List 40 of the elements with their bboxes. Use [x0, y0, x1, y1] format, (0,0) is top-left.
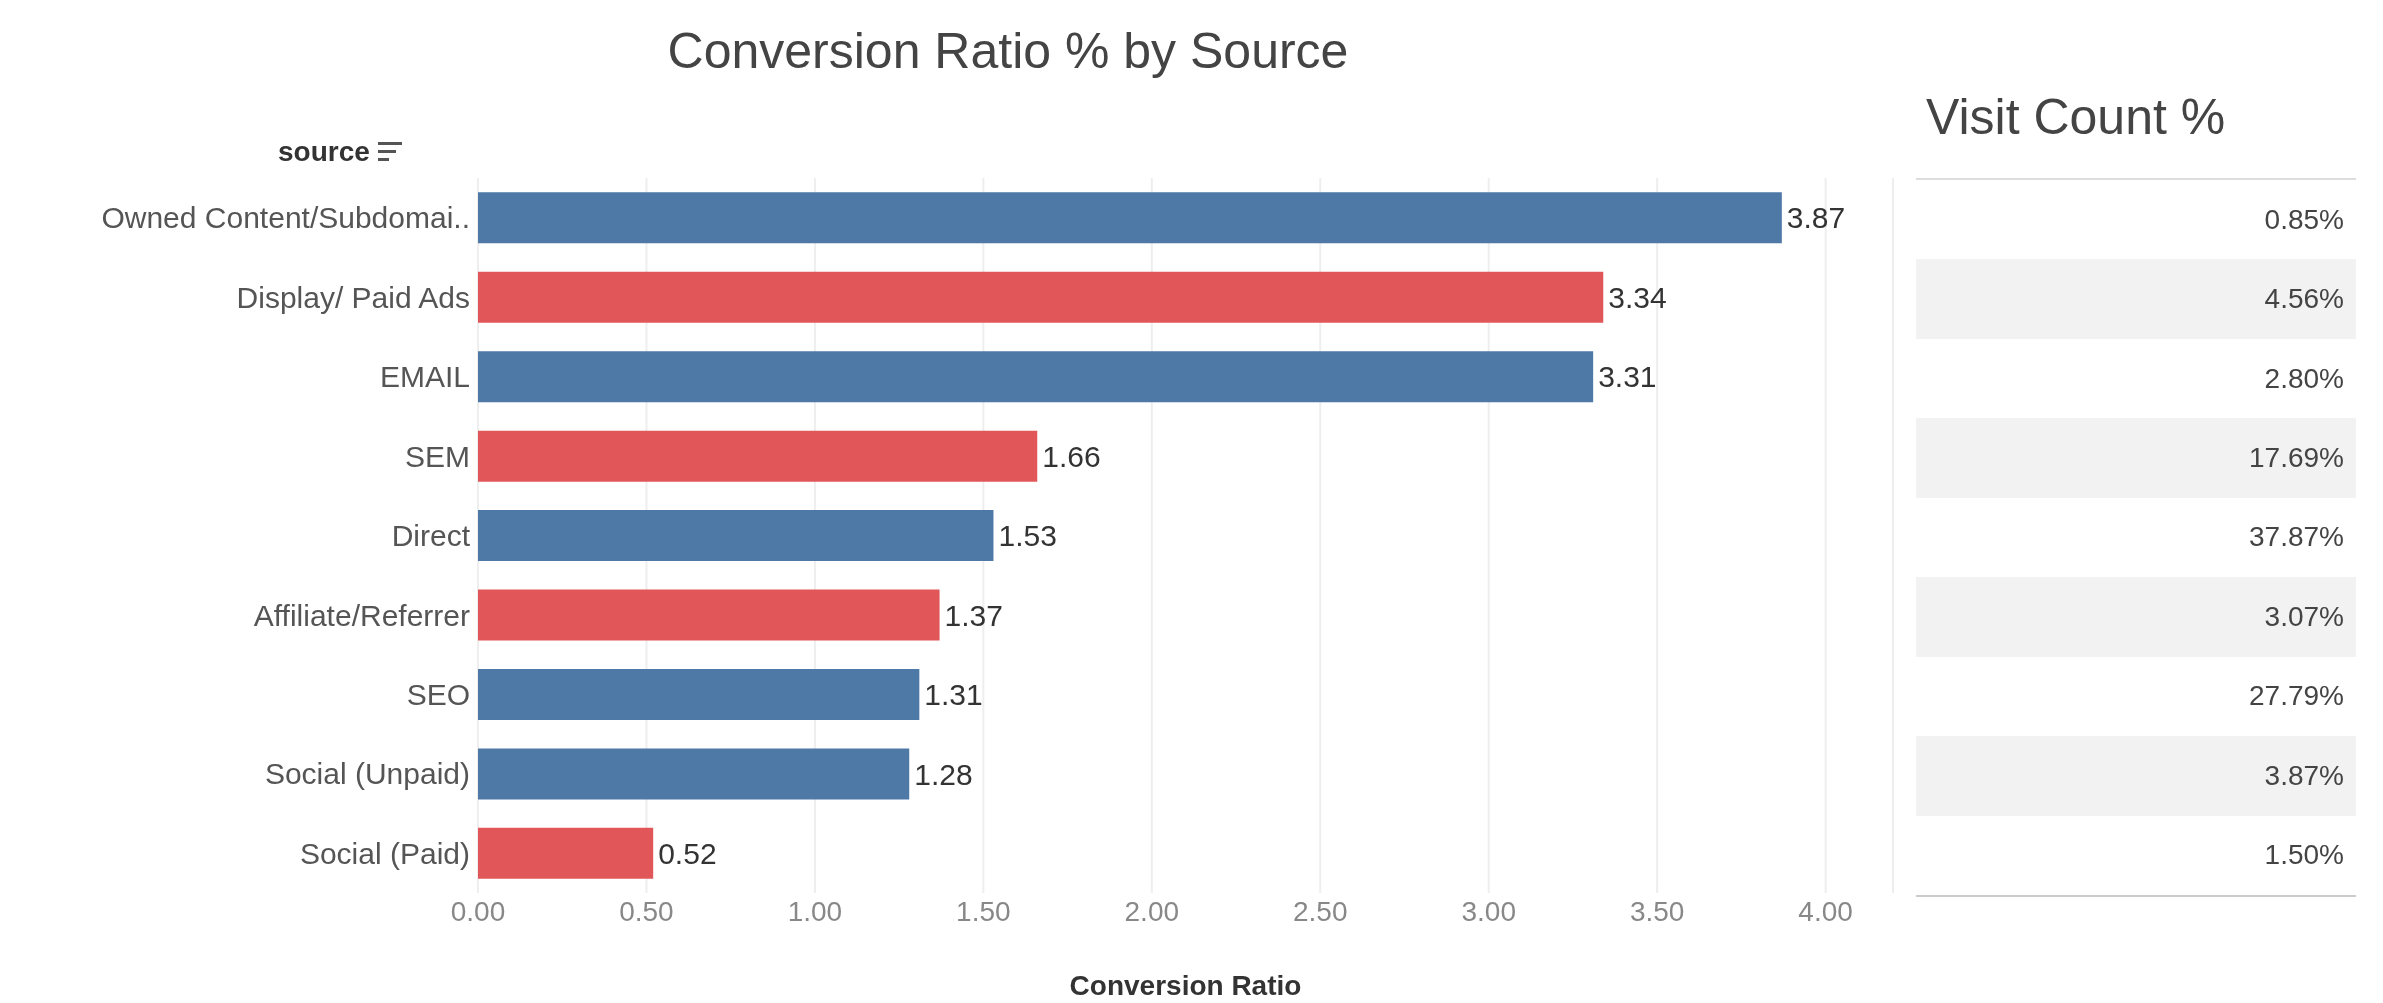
text: 4.56%: [1916, 259, 2356, 339]
text: 1.50%: [1916, 815, 2356, 895]
data-label: 3.34: [1608, 280, 1667, 314]
y-tick-label: Social (Paid): [299, 836, 470, 870]
data-label: 1.66: [1042, 439, 1101, 473]
y-tick-label: SEM: [404, 439, 470, 473]
y-tick-label: Affiliate/Referrer: [253, 598, 470, 632]
x-tick-label: 3.50: [1629, 895, 1685, 927]
x-tick-label: 1.50: [956, 895, 1011, 927]
y-tick-label: Social (Unpaid): [264, 757, 470, 791]
data-label: 1.37: [944, 598, 1003, 632]
y-axis-title: source: [278, 136, 370, 168]
text: 27.79%: [1916, 656, 2356, 737]
x-tick-label: 2.50: [1293, 895, 1348, 927]
data-label: 3.31: [1598, 360, 1657, 394]
text: 3.07%: [1916, 577, 2356, 657]
text: 2.80%: [1916, 338, 2356, 419]
text: 3.87%: [1916, 736, 2356, 816]
data-label: 1.53: [998, 519, 1057, 553]
y-tick-label: Display/ Paid Ads: [236, 280, 470, 314]
x-tick-label: 0.00: [450, 895, 506, 927]
x-tick-label: 4.00: [1798, 895, 1853, 927]
text: 37.87%: [1916, 497, 2356, 578]
x-tick-label: 0.50: [619, 895, 674, 927]
data-label: 0.52: [658, 837, 717, 871]
x-tick-label: 1.00: [787, 895, 843, 927]
x-tick-label: 3.00: [1461, 895, 1516, 927]
data-label: 1.28: [914, 757, 973, 791]
text: 0.85%: [1916, 180, 2356, 260]
x-tick-label: 2.00: [1124, 895, 1180, 927]
y-tick-label: EMAIL: [379, 360, 470, 394]
text: Visit Count %: [1926, 88, 2226, 146]
data-label: 1.31: [924, 678, 983, 712]
text: 17.69%: [1916, 418, 2356, 498]
x-axis-title: Conversion Ratio: [1069, 970, 1302, 1001]
y-tick-label: SEO: [406, 678, 470, 712]
y-tick-label: Direct: [391, 519, 471, 553]
data-label: 3.87: [1786, 201, 1846, 235]
chart-title: Conversion Ratio % by Source: [666, 22, 1350, 80]
y-tick-label: Owned Content/Subdomai..: [101, 201, 470, 235]
